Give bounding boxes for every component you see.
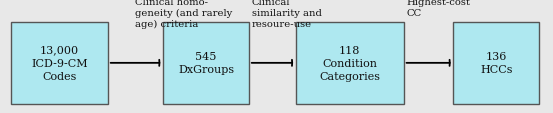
Text: 118
Condition
Categories: 118 Condition Categories <box>319 45 380 81</box>
Text: Clinical homo-
geneity (and rarely
age) criteria: Clinical homo- geneity (and rarely age) … <box>135 0 233 29</box>
Text: 136
HCCs: 136 HCCs <box>480 52 513 75</box>
Text: 545
DxGroups: 545 DxGroups <box>178 52 234 75</box>
Bar <box>296 23 404 104</box>
Bar <box>453 23 539 104</box>
Text: 13,000
ICD-9-CM
Codes: 13,000 ICD-9-CM Codes <box>31 45 88 81</box>
Text: Clinical
similarity and
resoure-use: Clinical similarity and resoure-use <box>252 0 321 29</box>
Bar <box>163 23 249 104</box>
Text: Highest-cost
CC: Highest-cost CC <box>406 0 471 18</box>
Bar <box>11 23 108 104</box>
